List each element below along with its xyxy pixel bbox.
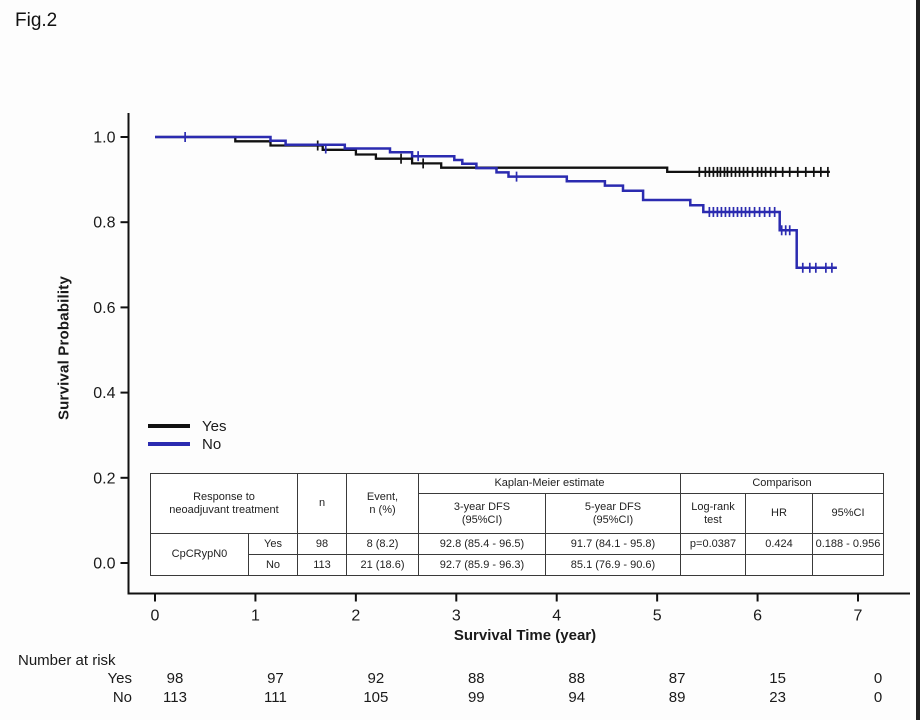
legend-swatch-yes <box>148 424 190 428</box>
risk-count: 23 <box>769 689 786 706</box>
y-tick-label: 0.8 <box>93 215 115 232</box>
stats-table: Response to neoadjuvant treatment n Even… <box>150 473 884 576</box>
stats-header-dfs3: 3-year DFS (95%CI) <box>418 493 546 534</box>
stats-row-yes: CpCRypN0 Yes 98 8 (8.2) 92.8 (85.4 - 96.… <box>150 533 884 576</box>
stats-cell-ci <box>812 554 884 576</box>
stats-cell-event: 21 (18.6) <box>346 554 419 576</box>
x-tick-label: 7 <box>854 608 863 625</box>
stats-cell-event: 8 (8.2) <box>346 533 419 555</box>
risk-row-label-yes: Yes <box>107 670 132 687</box>
stats-cell-logrank: p=0.0387 <box>680 533 746 555</box>
risk-count: 88 <box>467 670 485 687</box>
stats-header-dfs5: 5-year DFS (95%CI) <box>545 493 681 534</box>
stats-cell-hr <box>745 554 813 576</box>
risk-count: 15 <box>769 670 786 687</box>
stats-cell-group: CpCRypN0 <box>150 533 249 576</box>
stats-cell-dfs3: 92.8 (85.4 - 96.5) <box>418 533 546 555</box>
stats-header-ci: 95%CI <box>812 493 884 534</box>
risk-count: 111 <box>264 689 287 706</box>
km-curve-yes <box>155 135 830 174</box>
risk-count: 105 <box>363 689 389 706</box>
y-tick-label: 0.0 <box>93 556 115 573</box>
stats-header-hr: HR <box>745 493 813 534</box>
legend-item-no: No <box>148 435 226 453</box>
risk-count: 87 <box>668 670 686 687</box>
risk-count: 99 <box>467 689 485 706</box>
y-axis-label: Survival Probability <box>55 275 73 421</box>
stats-cell-arm: Yes <box>248 533 298 555</box>
number-at-risk-title: Number at risk <box>18 652 116 669</box>
legend: Yes No <box>148 417 226 453</box>
stats-header-event: Event, n (%) <box>346 473 419 534</box>
stats-cell-ci: 0.188 - 0.956 <box>812 533 884 555</box>
risk-count: 0 <box>873 689 883 706</box>
risk-count: 113 <box>163 689 187 706</box>
risk-count: 88 <box>568 670 586 687</box>
risk-count: 89 <box>668 689 686 706</box>
legend-label-yes: Yes <box>202 417 227 435</box>
stats-cell-arm: No <box>248 554 298 576</box>
legend-swatch-no <box>148 442 190 446</box>
x-tick-label: 3 <box>452 608 461 625</box>
legend-item-yes: Yes <box>148 417 226 435</box>
figure-label: Fig.2 <box>15 10 58 31</box>
stats-cell-logrank <box>680 554 746 576</box>
risk-count: 97 <box>267 670 284 687</box>
stats-cell-n: 113 <box>297 554 347 576</box>
stats-header-n: n <box>297 473 347 534</box>
risk-count: 92 <box>367 670 385 687</box>
stats-header-logrank: Log-rank test <box>680 493 746 534</box>
x-tick-label: 1 <box>251 608 260 625</box>
x-axis-label: Survival Time (year) <box>453 627 597 644</box>
risk-count: 0 <box>873 670 883 687</box>
stats-row-no: No 113 21 (18.6) 92.7 (85.9 - 96.3) 85.1… <box>151 554 884 576</box>
stats-cell-dfs3: 92.7 (85.9 - 96.3) <box>418 554 546 576</box>
x-tick-label: 2 <box>351 608 360 625</box>
stats-header-group: Response to neoadjuvant treatment <box>150 473 298 534</box>
risk-count: 94 <box>568 689 586 706</box>
risk-row-label-no: No <box>112 689 132 706</box>
y-tick-label: 0.6 <box>93 300 115 317</box>
y-tick-label: 0.2 <box>93 470 115 487</box>
km-curve-no <box>155 135 837 270</box>
stats-cell-dfs5: 91.7 (84.1 - 95.8) <box>545 533 681 555</box>
stats-header-km: Kaplan-Meier estimate <box>418 473 681 494</box>
stats-header-comparison: Comparison <box>680 473 884 494</box>
y-tick-label: 0.4 <box>93 385 115 402</box>
risk-count: 98 <box>166 670 184 687</box>
x-tick-label: 5 <box>653 608 662 625</box>
x-tick-label: 0 <box>151 608 160 625</box>
x-tick-label: 4 <box>552 608 561 625</box>
stats-cell-dfs5: 85.1 (76.9 - 90.6) <box>545 554 681 576</box>
y-tick-label: 1.0 <box>93 130 115 147</box>
stats-cell-n: 98 <box>297 533 347 555</box>
stats-cell-hr: 0.424 <box>745 533 813 555</box>
legend-label-no: No <box>202 435 222 453</box>
x-tick-label: 6 <box>753 608 762 625</box>
